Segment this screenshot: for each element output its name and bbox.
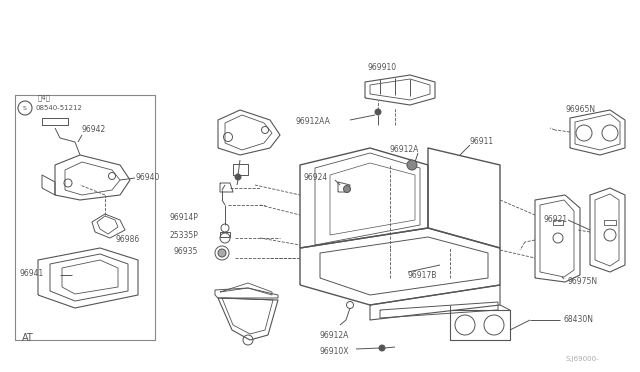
Circle shape — [379, 345, 385, 351]
Text: 96911: 96911 — [470, 138, 494, 147]
Text: 96912A: 96912A — [320, 330, 349, 340]
Text: 96910X: 96910X — [320, 347, 349, 356]
Text: 96914P: 96914P — [169, 214, 198, 222]
Text: 08540-51212: 08540-51212 — [35, 105, 82, 111]
Text: 96940: 96940 — [136, 173, 161, 183]
Text: 68430N: 68430N — [563, 315, 593, 324]
Text: 96912A: 96912A — [390, 145, 419, 154]
Text: S: S — [23, 106, 27, 110]
Text: 25335P: 25335P — [169, 231, 198, 240]
Text: 96942: 96942 — [82, 125, 106, 135]
Text: 96975N: 96975N — [568, 278, 598, 286]
Text: 96965N: 96965N — [565, 106, 595, 115]
Text: S.J69000-: S.J69000- — [565, 356, 598, 362]
Text: 969910: 969910 — [368, 64, 397, 73]
Text: 96935: 96935 — [173, 247, 198, 257]
Text: 96917B: 96917B — [408, 270, 437, 279]
Circle shape — [344, 186, 351, 192]
Text: 96941: 96941 — [20, 269, 44, 278]
Text: 96912AA: 96912AA — [295, 118, 330, 126]
Text: （4）: （4） — [38, 95, 51, 101]
Circle shape — [375, 109, 381, 115]
Text: 96924: 96924 — [304, 173, 328, 183]
Circle shape — [407, 160, 417, 170]
Text: 96986: 96986 — [115, 235, 140, 244]
Circle shape — [218, 249, 226, 257]
Text: 96921: 96921 — [544, 215, 568, 224]
Text: AT: AT — [22, 333, 34, 343]
Circle shape — [235, 174, 241, 180]
